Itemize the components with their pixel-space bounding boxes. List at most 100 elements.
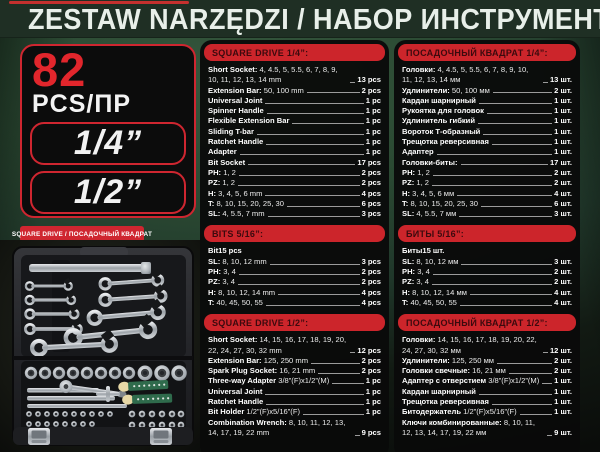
spec-quantity: 3 pcs (361, 209, 381, 219)
spec-row: Адаптер с отверстием 3/8”(F)x1/2”(M) 1 ш… (402, 376, 572, 386)
spec-label: Битодержатель 1/2”(F)x5/16”(F) (402, 407, 517, 417)
top-title-bar: ZESTAW NARZĘDZI / НАБОР ИНСТРУМЕНТОВ (0, 0, 600, 38)
spec-row: Головки свечные: 16, 21 мм 2 шт. (402, 366, 572, 376)
spec-quantity: 1 шт. (554, 126, 572, 136)
spec-row: Bit 15 pcs (208, 246, 381, 256)
spec-label: SL: 4, 5.5, 7 мм (402, 209, 457, 219)
spec-row: Extension Bar: 50, 100 mm 2 pcs (208, 86, 381, 96)
spec-quantity: 1 pc (365, 137, 381, 147)
spec-quantity: 2 шт. (554, 167, 572, 177)
leader-line (278, 294, 360, 296)
spec-label: Головки-биты: (402, 157, 458, 167)
spec-label: Головки: 14, 15, 16, 17, 18, 19, 20, 22,… (402, 335, 537, 355)
spec-row: T: 8, 10, 15, 20, 25, 30 6 шт. (402, 199, 572, 209)
leader-line (266, 112, 364, 114)
leader-line (311, 362, 360, 364)
spec-row: Головки-биты: 17 шт. (402, 158, 572, 168)
spec-label: SL: 8, 10, 12 mm (208, 256, 267, 266)
spec-label: T: 40, 45, 50, 55 (402, 297, 457, 307)
leader-line (457, 195, 553, 197)
spec-row: H: 3, 4, 5, 6 мм 4 шт. (402, 189, 572, 199)
spec-label: Bit Socket (208, 157, 246, 167)
spec-quantity: 9 pcs (361, 427, 381, 437)
spec-row: Bit Holder 1/2”(F)x5/16”(F) 1 pc (208, 407, 381, 417)
leader-line (303, 414, 364, 416)
section-header: ПОСАДОЧНЫЙ КВАДРАТ 1/2”: (398, 314, 576, 332)
spec-quantity: 2 pcs (361, 277, 381, 287)
spec-quantity: 1 pc (365, 116, 381, 126)
spec-quantity: 1 pc (365, 147, 381, 157)
spec-row: Ratchet Handle 1 pc (208, 137, 381, 147)
leader-line (269, 263, 360, 265)
spec-label: Extension Bar: 50, 100 mm (208, 85, 304, 95)
section-bits-ru: БИТЫ 5/16”: Биты 15 шт. SL: 8, 10, 12 мм… (398, 225, 576, 308)
spec-quantity: 1 шт. (554, 397, 572, 407)
spec-label: Трещотка реверсивная (402, 137, 489, 147)
leader-line (432, 174, 553, 176)
spec-quantity: 2 pcs (361, 355, 381, 365)
spec-row: SL: 4, 5.5, 7 мм 3 шт. (402, 209, 572, 219)
spec-row: Bit Socket 17 pcs (208, 158, 381, 168)
leader-line (459, 215, 553, 217)
spec-label: Universal Joint (208, 95, 263, 105)
spec-label: PH: 1, 2 (402, 167, 430, 177)
spec-row: Spinner Handle 1 pc (208, 106, 381, 116)
spec-label: PZ: 1, 2 (402, 178, 430, 188)
section-header: ПОСАДОЧНЫЙ КВАДРАТ 1/4”: (398, 44, 576, 61)
spec-quantity: 15 шт. (422, 246, 445, 256)
spec-row: Universal Joint 1 pc (208, 387, 381, 397)
spec-label: Spark Plug Socket: 16, 21 mm (208, 366, 316, 376)
spec-label: Трещотка реверсивная (402, 397, 489, 407)
spec-label: PH: 3, 4 (402, 267, 430, 277)
spec-quantity: 2 шт. (554, 267, 572, 277)
spec-label: Short Socket: 14, 15, 16, 17, 18, 19, 20… (208, 335, 347, 355)
spec-quantity: 1 pc (365, 407, 381, 417)
spec-row: Flexible Extension Bar 1 pc (208, 116, 381, 126)
spec-quantity: 13 шт. (549, 75, 572, 85)
spec-row: Трещотка реверсивная 1 шт. (402, 397, 572, 407)
section-header: SQUARE DRIVE 1/4”: (204, 44, 385, 61)
spec-quantity: 12 pcs (357, 345, 381, 355)
spec-row: PZ: 1, 2 2 шт. (402, 178, 572, 188)
leader-line (238, 174, 360, 176)
spec-quantity: 2 шт. (554, 178, 572, 188)
leader-line (332, 383, 364, 385)
spec-quantity: 15 pcs (218, 246, 242, 256)
spec-row: Кардан шарнирный 1 шт. (402, 96, 572, 106)
spec-quantity: 2 шт. (554, 366, 572, 376)
spec-quantity: 1 pc (365, 376, 381, 386)
leader-line (238, 284, 360, 286)
spec-label: Удлинители: 50, 100 мм (402, 85, 490, 95)
spec-label: Кардан шарнирный (402, 95, 476, 105)
spec-row: Битодержатель 1/2”(F)x5/16”(F) 1 шт. (402, 407, 572, 417)
spec-label: PZ: 3, 4 (208, 277, 236, 287)
spec-quantity: 1 шт. (554, 137, 572, 147)
tool-case-photo (0, 240, 200, 452)
leader-line (354, 434, 360, 436)
spec-quantity: 6 pcs (361, 198, 381, 208)
spec-label: Sliding T-bar (208, 126, 254, 136)
spec-quantity: 4 pcs (361, 188, 381, 198)
spec-quantity: 3 шт. (554, 209, 572, 219)
spec-label: Удлинители: 125, 250 мм (402, 355, 495, 365)
spec-quantity: 2 pcs (361, 85, 381, 95)
leader-line (265, 195, 360, 197)
spec-label: Кардан шарнирный (402, 386, 476, 396)
spec-row: PH: 3, 4 2 pcs (208, 267, 381, 277)
spec-row: Ratchet Handle 1 pc (208, 397, 381, 407)
spec-label: Адаптер с отверстием 3/8”(F)x1/2”(M) (402, 376, 540, 386)
spec-row: Адаптер 1 шт. (402, 147, 572, 157)
spec-label: Ratchet Handle (208, 397, 264, 407)
spec-row: Three-way Adapter 3/8”(F)x1/2”(M) 1 pc (208, 376, 381, 386)
spec-label: Combination Wrench: 8, 10, 11, 12, 13, 1… (208, 417, 346, 437)
spec-row: Sliding T-bar 1 pc (208, 127, 381, 137)
spec-quantity: 2 шт. (554, 85, 572, 95)
spec-label: PH: 1, 2 (208, 167, 236, 177)
red-accent-line (9, 1, 189, 4)
leader-line (265, 102, 364, 104)
spec-label: Flexible Extension Bar (208, 116, 290, 126)
spec-quantity: 17 шт. (549, 157, 572, 167)
spec-label: Биты (402, 246, 423, 256)
drive-size-badge-quarter: 1/4” (30, 122, 186, 165)
spec-quantity: 6 шт. (554, 198, 572, 208)
